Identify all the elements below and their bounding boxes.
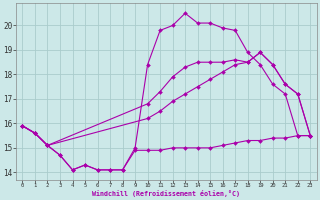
X-axis label: Windchill (Refroidissement éolien,°C): Windchill (Refroidissement éolien,°C) bbox=[92, 190, 240, 197]
